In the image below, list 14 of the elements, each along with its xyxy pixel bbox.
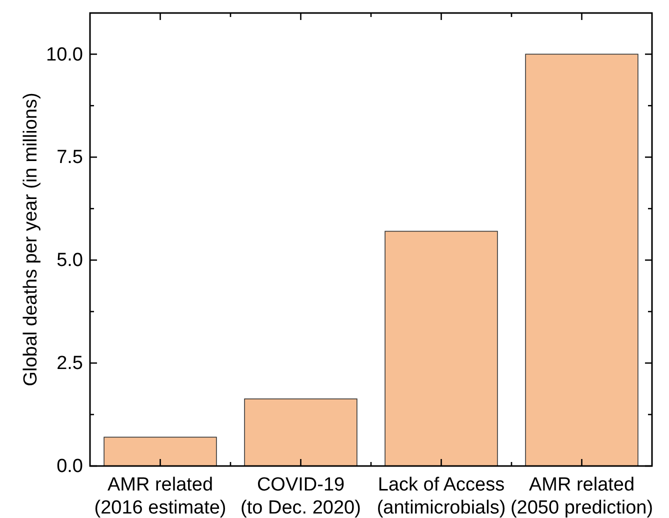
bar [384,230,498,466]
y-tick-label: 7.5 [56,147,83,168]
x-tick-label: AMR related (2016 estimate) [94,474,226,518]
y-tick-label: 2.5 [56,353,83,374]
bar [525,54,638,466]
x-tick-label: AMR related (2050 prediction) [510,474,654,518]
bar [244,398,358,466]
y-tick-label: 10.0 [46,44,83,66]
y-tick-label: 5.0 [56,250,83,272]
x-tick-label: COVID-19 (to Dec. 2020) [240,474,361,518]
x-tick-label: Lack of Access (antimicrobials) [376,474,506,518]
y-tick-label: 0.0 [56,456,83,478]
y-axis-title: Global deaths per year (in millions) [20,92,42,386]
bar [104,436,217,466]
